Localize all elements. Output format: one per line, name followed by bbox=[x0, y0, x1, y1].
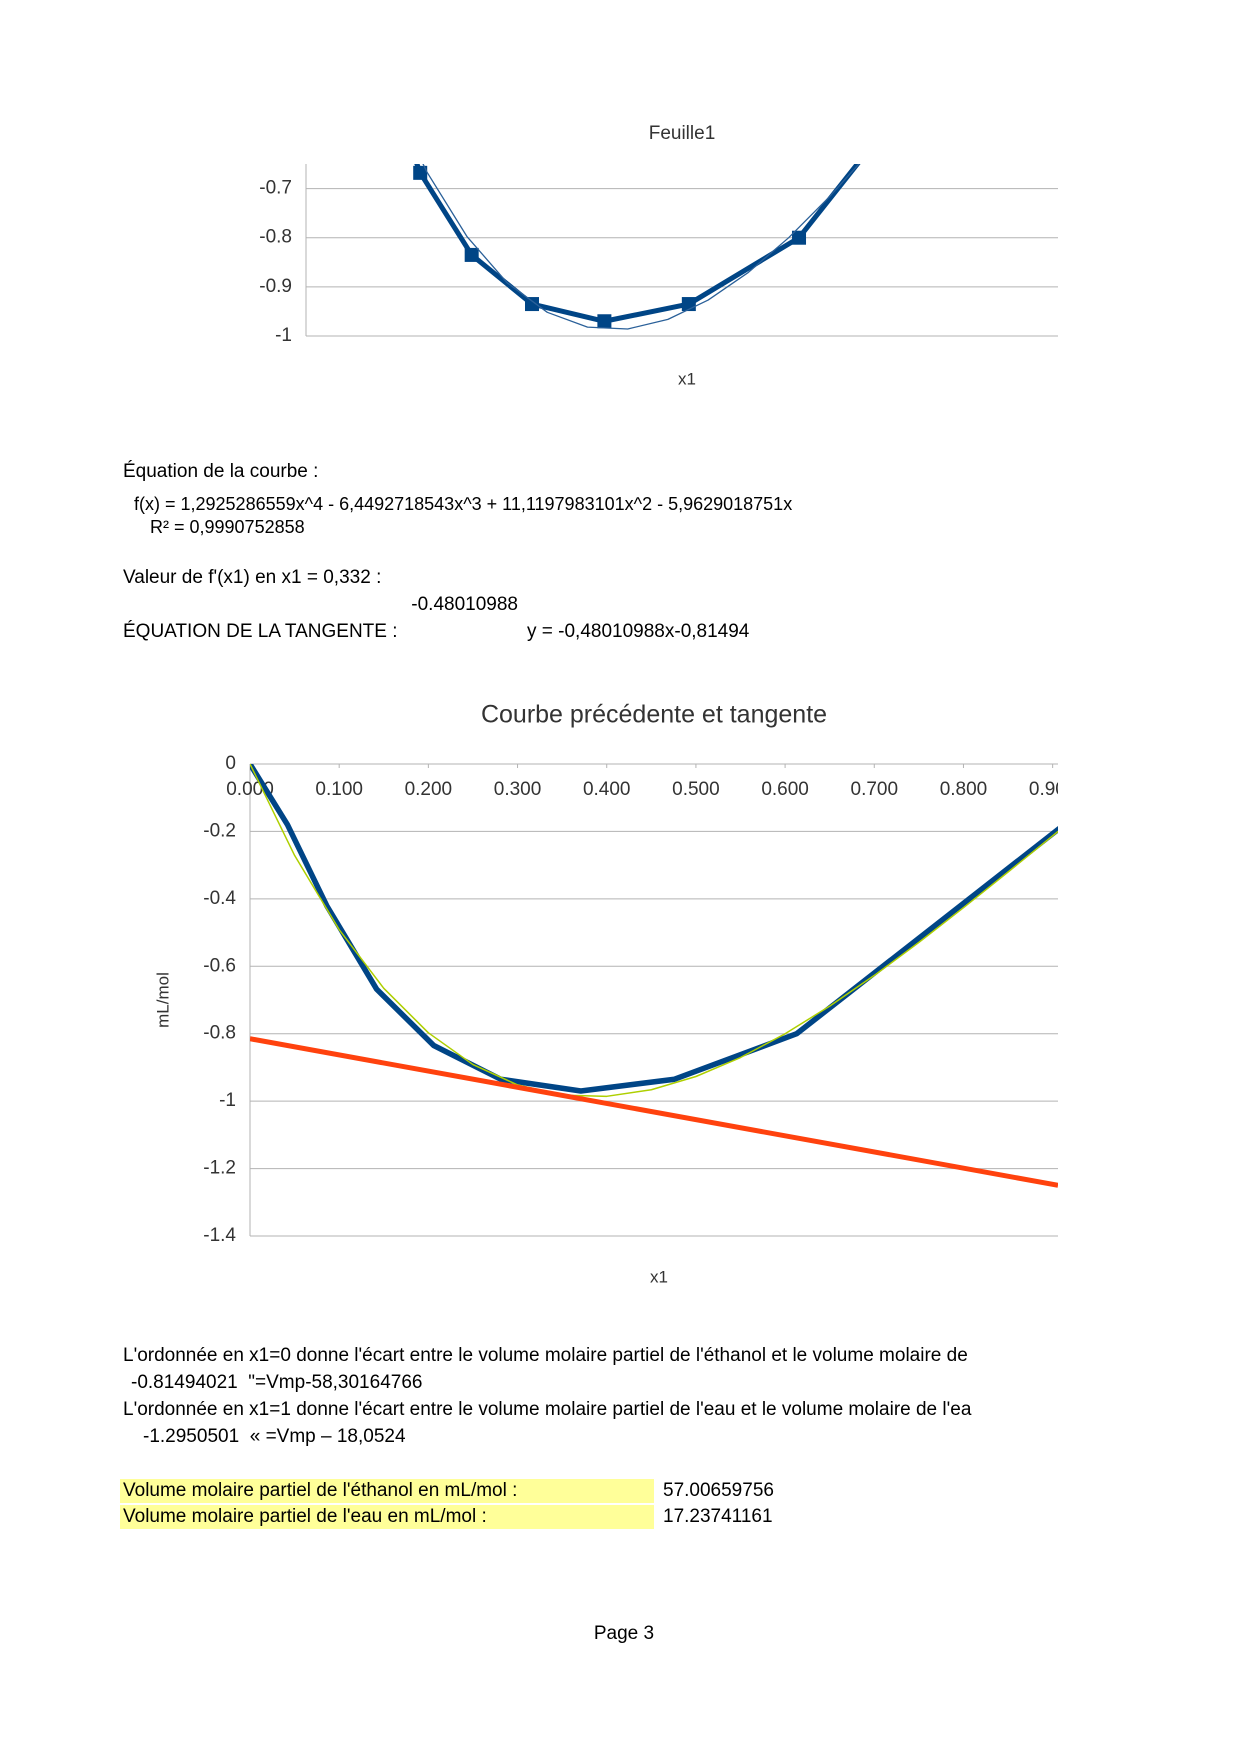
y-tick-label: -1 bbox=[275, 325, 292, 346]
chart-title: Courbe précédente et tangente bbox=[481, 701, 827, 729]
y-tick-label: -1 bbox=[219, 1090, 236, 1111]
x-axis-label: x1 bbox=[650, 1267, 668, 1286]
tangent-equation: y = -0,48010988x-0,81494 bbox=[527, 621, 750, 642]
series-line bbox=[422, 164, 860, 330]
y-tick-label: -1.4 bbox=[203, 1225, 236, 1246]
x-axis-label: x1 bbox=[678, 369, 696, 388]
y-tick-label: -0.7 bbox=[259, 178, 292, 199]
x-tick-label: 0.400 bbox=[583, 779, 631, 800]
y-tick-label: -1.2 bbox=[203, 1158, 236, 1179]
y-tick-label: -0.4 bbox=[203, 888, 236, 909]
data-marker bbox=[597, 314, 612, 329]
y-axis-label: mL/mol bbox=[153, 972, 172, 1028]
series-line bbox=[250, 764, 1058, 1094]
equation-heading: Équation de la courbe : bbox=[123, 461, 319, 482]
plot-area bbox=[250, 764, 1058, 1188]
note-line: -1.2950501 « =Vmp – 18,0524 bbox=[143, 1425, 406, 1449]
y-tick-label: -0.9 bbox=[259, 276, 292, 297]
note-line: -0.81494021 "=Vmp-58,30164766 bbox=[131, 1371, 422, 1395]
chart-title: Feuille1 bbox=[649, 123, 716, 144]
series-line bbox=[250, 764, 1058, 1098]
x-tick-labels: 0.000 0.100 0.200 0.300 0.400 0.500 0.600 0.700… bbox=[226, 764, 1077, 800]
result-label: Volume molaire partiel de l'éthanol en m… bbox=[120, 1479, 654, 1503]
data-marker bbox=[368, 44, 382, 58]
data-marker bbox=[792, 230, 807, 245]
series-line bbox=[250, 1036, 1058, 1188]
equation-formula: f(x) = 1,2925286559x^4 - 6,4492718543x^3… bbox=[134, 494, 793, 514]
derivative-label: Valeur de f'(x1) en x1 = 0,332 : bbox=[123, 567, 382, 588]
y-tick-label: -0.8 bbox=[203, 1023, 236, 1044]
note-value: -0.81494021 bbox=[131, 1372, 238, 1393]
tangent-label: ÉQUATION DE LA TANGENTE : bbox=[123, 621, 398, 642]
plot-area bbox=[368, 44, 861, 330]
x-tick-label: 0.300 bbox=[494, 779, 542, 800]
y-tick-label: 0 bbox=[225, 753, 236, 774]
y-tick-label: -0.8 bbox=[259, 227, 292, 248]
y-tick-label: -0.2 bbox=[203, 820, 236, 841]
result-value: 17.23741161 bbox=[663, 1506, 773, 1527]
x-tick-label: 0.500 bbox=[672, 779, 720, 800]
page-footer: Page 3 bbox=[593, 1623, 655, 1644]
x-tick-label: 0.200 bbox=[405, 779, 453, 800]
note-formula: "=Vmp-58,30164766 bbox=[248, 1372, 423, 1393]
derivative-value: -0.48010988 bbox=[411, 594, 518, 615]
x-tick-label: 0.700 bbox=[851, 779, 899, 800]
data-marker bbox=[525, 297, 540, 312]
r-squared: R² = 0,9990752858 bbox=[150, 517, 305, 537]
x-tick-label: 0.900 bbox=[1029, 779, 1077, 800]
result-label: Volume molaire partiel de l'eau en mL/mo… bbox=[120, 1505, 654, 1529]
note-formula: « =Vmp – 18,0524 bbox=[249, 1426, 406, 1447]
result-value: 57.00659756 bbox=[663, 1480, 774, 1501]
y-tick-label: -0.6 bbox=[203, 955, 236, 976]
note-text: L'ordonnée en x1=1 donne l'écart entre l… bbox=[123, 1399, 972, 1420]
data-marker bbox=[464, 247, 479, 262]
note-value: -1.2950501 bbox=[143, 1426, 240, 1447]
x-tick-label: 0.600 bbox=[761, 779, 809, 800]
data-marker bbox=[413, 165, 428, 180]
x-tick-label: 0.800 bbox=[940, 779, 988, 800]
series-line bbox=[414, 164, 861, 324]
x-tick-label: 0.100 bbox=[315, 779, 363, 800]
note-text: L'ordonnée en x1=0 donne l'écart entre l… bbox=[123, 1345, 968, 1366]
